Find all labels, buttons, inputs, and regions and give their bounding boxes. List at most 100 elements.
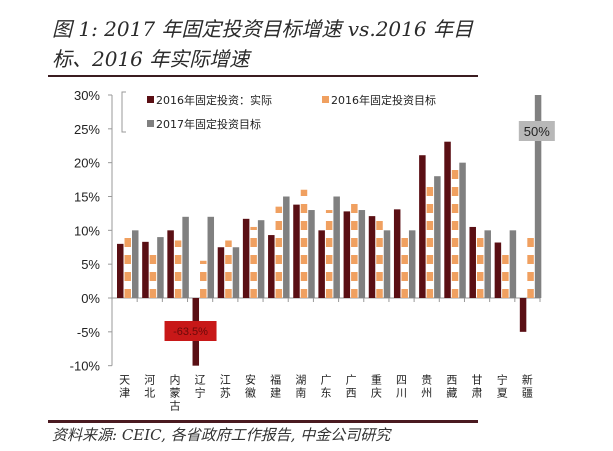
bar-2016-actual (393, 209, 401, 298)
bar-2016-target-segment (275, 255, 283, 264)
bar-2016-target-segment (502, 255, 509, 264)
bar-2016-target-segment (451, 221, 459, 230)
bar-2016-target-segment (451, 204, 459, 213)
bar-2016-target-segment (376, 238, 383, 247)
bar-2016-target-segment (325, 272, 333, 281)
bar-2016-target-segment (225, 289, 232, 298)
bar-2017-target (182, 216, 189, 298)
bar-2016-target-segment (476, 255, 484, 264)
bar-2016-target-segment (300, 221, 308, 230)
bar-2016-target-segment (174, 289, 182, 298)
bar-2016-target-segment (225, 240, 232, 247)
bar-2016-target-segment (451, 272, 459, 281)
bar-2016-target-segment (300, 238, 308, 247)
x-category-label: 宁 (497, 373, 508, 387)
bar-2016-target-segment (325, 210, 333, 213)
bar-2016-target-segment (351, 255, 358, 264)
bar-2016-target-segment (149, 255, 157, 264)
bar-2016-target-segment (527, 255, 534, 264)
bar-2016-target-segment (376, 221, 383, 230)
bar-2016-target-segment (451, 289, 459, 298)
bar-2017-target (207, 216, 215, 298)
bar-2016-target-segment (401, 289, 408, 298)
bar-2016-target-segment (149, 272, 157, 281)
bar-2016-target-segment (451, 255, 459, 264)
bar-2016-actual (494, 242, 502, 298)
bar-2016-target-segment (300, 204, 308, 213)
y-tick-label: 5% (81, 257, 100, 272)
bar-2016-target-segment (351, 272, 358, 281)
bar-2016-actual (117, 243, 124, 298)
bar-2016-target-segment (527, 238, 534, 247)
bar-2016-target-segment (325, 221, 333, 230)
bar-2017-target (358, 210, 366, 298)
callout-xinjiang (518, 121, 555, 141)
bar-2017-target (157, 237, 164, 298)
bar-2016-target-segment (426, 255, 434, 264)
x-category-label: 西 (346, 387, 357, 400)
bar-2016-target-segment (174, 272, 182, 281)
bar-2016-actual (318, 230, 325, 298)
legend-bracket (121, 91, 126, 133)
y-tick-label: 15% (74, 190, 100, 205)
x-category-label: 夏 (497, 387, 508, 400)
bar-2016-target-segment (300, 189, 308, 196)
x-category-label: 辽 (195, 374, 206, 387)
bar-2016-target-segment (124, 255, 131, 264)
x-category-label: 藏 (446, 387, 457, 400)
bar-2016-target-segment (174, 255, 182, 264)
bar-2016-target-segment (149, 289, 157, 298)
bar-2016-target-segment (250, 289, 257, 298)
bar-2016-target-segment (200, 260, 207, 264)
bar-2017-target (534, 95, 542, 298)
bar-2017-target (383, 230, 391, 298)
bar-2016-target-segment (300, 272, 308, 281)
bar-2016-actual (217, 247, 225, 298)
x-category-label: 徽 (245, 386, 256, 400)
callout-liaoning (164, 321, 217, 341)
x-category-label: 贵 (421, 374, 432, 387)
x-category-label: 安 (245, 373, 256, 387)
bar-2016-target-segment (300, 289, 308, 298)
bar-2016-target-segment (401, 238, 408, 247)
bar-2017-target (484, 230, 491, 298)
x-category-label: 疆 (522, 387, 533, 400)
x-category-label: 河 (144, 374, 155, 387)
title-rule (48, 75, 478, 77)
x-category-label: 苏 (220, 387, 231, 400)
y-tick-label: 30% (74, 88, 100, 103)
bar-2016-target-segment (376, 255, 383, 264)
bar-2016-target-segment (476, 289, 484, 298)
bar-2016-target-segment (124, 289, 131, 298)
bar-2017-target (232, 247, 240, 298)
bar-2016-target-segment (351, 289, 358, 298)
bar-2017-target (308, 210, 315, 298)
bar-2016-target-segment (275, 206, 283, 213)
bar-2016-target-segment (174, 240, 182, 247)
bar-2016-actual (419, 155, 426, 298)
bar-2016-target-segment (200, 289, 207, 298)
bar-2017-target (408, 230, 416, 298)
x-category-label: 西 (446, 374, 457, 387)
bar-2016-target-segment (426, 272, 434, 281)
bar-2016-target-segment (376, 289, 383, 298)
bar-2016-target-segment (325, 238, 333, 247)
x-category-label: 南 (295, 387, 306, 400)
x-category-label: 蒙 (169, 387, 180, 400)
bar-2016-target-segment (300, 255, 308, 264)
x-category-label: 重 (371, 373, 382, 387)
x-category-label: 北 (144, 387, 155, 400)
footer-rule (48, 420, 478, 423)
bar-2016-actual (167, 230, 174, 298)
bar-2016-target-segment (401, 272, 408, 281)
bar-2016-target-segment (502, 289, 509, 298)
bar-2016-target-segment (351, 204, 358, 213)
bar-2016-target-segment (250, 272, 257, 281)
x-category-label: 内 (169, 373, 180, 387)
bar-2016-target-segment (225, 255, 232, 264)
bar-2016-target-segment (476, 238, 484, 247)
bar-2016-actual (142, 241, 149, 298)
x-category-label: 宁 (195, 386, 206, 400)
bar-2016-target-segment (476, 272, 484, 281)
legend-swatch (322, 96, 329, 103)
